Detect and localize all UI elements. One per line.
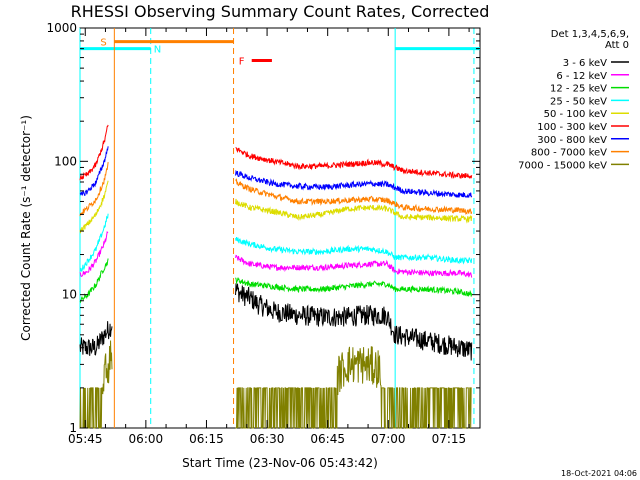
series-25-50-keV-line	[79, 213, 473, 272]
legend-label: 6 - 12 keV	[556, 71, 607, 82]
plot-frame	[79, 27, 481, 429]
night-marker-label: N	[154, 45, 161, 56]
series-segment	[235, 346, 472, 429]
annotation-layer: N S F	[79, 28, 480, 428]
x-tick-label: 05:45	[68, 432, 103, 446]
series-segment	[79, 231, 109, 277]
plot-area: N S F	[79, 27, 481, 429]
y-axis-label: Corrected Count Rate (s⁻¹ detector⁻¹)	[19, 115, 33, 341]
series-12-25-keV-line	[79, 258, 473, 304]
series-100-300-keV-line	[79, 124, 473, 181]
x-tick-label: 06:45	[310, 432, 345, 446]
series-7000-15000-keV-line	[79, 340, 472, 429]
y-tick-label: 10	[62, 288, 77, 302]
legend: Det 1,3,4,5,6,9,Att 0 3 - 6 keV 6 - 12 keV…	[518, 29, 629, 171]
x-axis-label: Start Time (23-Nov-06 05:43:42)	[182, 456, 378, 470]
x-axis: 05:45 06:00 06:15 06:30 06:45 07:00 07:15	[68, 28, 470, 446]
series-segment	[79, 146, 109, 197]
series-segment	[235, 198, 473, 224]
series-segment	[235, 177, 473, 215]
series-segment	[79, 258, 109, 304]
legend-label: 12 - 25 keV	[550, 84, 607, 95]
series-segment	[235, 147, 473, 179]
x-tick-label: 06:30	[250, 432, 285, 446]
legend-label: 100 - 300 keV	[537, 122, 607, 133]
y-tick-label: 1000	[46, 21, 77, 35]
legend-label: 3 - 6 keV	[563, 58, 607, 69]
y-tick-label: 100	[54, 154, 77, 168]
flare-marker-label: F	[239, 57, 245, 68]
saa-marker-label: S	[100, 38, 106, 49]
x-tick-label: 07:15	[432, 432, 467, 446]
chart-title: RHESSI Observing Summary Count Rates, Co…	[71, 2, 490, 21]
series-50-100-keV-line	[79, 180, 473, 234]
series-layer	[79, 124, 473, 429]
series-segment	[235, 283, 473, 361]
series-segment	[235, 237, 473, 265]
legend-label: 50 - 100 keV	[544, 109, 608, 120]
series-segment	[79, 213, 109, 272]
series-segment	[235, 169, 473, 198]
legend-header: Det 1,3,4,5,6,9,	[551, 29, 629, 40]
series-segment	[79, 340, 113, 429]
series-segment	[235, 254, 473, 278]
series-300-800-keV-line	[79, 146, 473, 198]
series-segment	[79, 162, 109, 217]
series-segment	[79, 124, 109, 181]
series-segment	[235, 277, 473, 297]
series-segment	[79, 180, 109, 234]
x-tick-label: 06:00	[129, 432, 164, 446]
legend-label: 7000 - 15000 keV	[518, 160, 607, 171]
y-tick-label: 1	[69, 421, 77, 435]
legend-header: Att 0	[605, 40, 629, 51]
series-800-7000-keV-line	[79, 162, 473, 217]
footer-timestamp: 18-Oct-2021 04:06	[561, 469, 637, 478]
legend-label: 300 - 800 keV	[537, 135, 607, 146]
y-axis: 1 10 100 1000	[46, 21, 480, 435]
legend-label: 800 - 7000 keV	[531, 148, 607, 159]
series-segment	[79, 321, 113, 356]
legend-label: 25 - 50 keV	[550, 96, 607, 107]
series-3-6-keV-line	[79, 283, 473, 361]
series-6-12-keV-line	[79, 231, 473, 278]
x-tick-label: 06:15	[189, 432, 224, 446]
x-tick-label: 07:00	[371, 432, 406, 446]
